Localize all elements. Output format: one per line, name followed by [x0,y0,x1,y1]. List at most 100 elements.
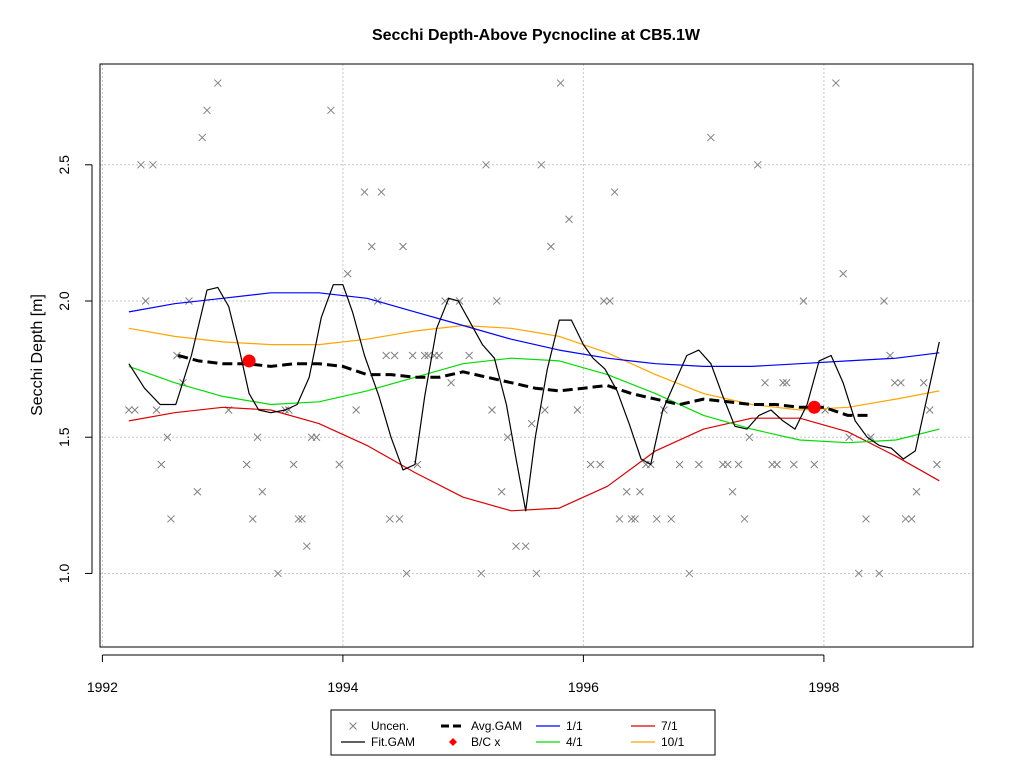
uncensored-point-stroke [312,433,321,442]
uncensored-point [141,297,150,305]
uncensored-point [890,378,899,387]
uncensored-point [925,406,934,414]
uncensored-point [503,433,512,442]
uncensored-point-stroke [821,406,829,414]
uncensored-point-stroke [667,515,676,523]
uncensored-point-stroke [203,106,211,115]
uncensored-point-stroke [512,542,520,551]
uncensored-point-stroke [707,133,715,142]
uncensored-point-stroke [390,351,399,360]
uncensored-point [441,297,449,305]
uncensored-point [761,378,769,387]
legend-item: Avg.GAM [441,719,522,733]
uncensored-point-stroke [435,351,443,360]
uncensored-point [745,433,754,442]
uncensored-point [408,351,417,360]
uncensored-point [875,569,884,578]
grid-lines [100,64,973,647]
uncensored-point [845,433,853,442]
uncensored-point-stroke [213,79,222,87]
uncensored-point-stroke [862,515,870,523]
uncensored-point [728,487,737,496]
uncensored-point-stroke [740,515,749,523]
uncensored-point-stroke [352,406,360,414]
uncensored-point-stroke [631,515,639,523]
uncensored-point [933,460,941,469]
uncensored-point-stroke [302,542,311,551]
uncensored-point-stroke [242,460,251,469]
uncensored-point [907,515,916,523]
uncensored-point [152,406,161,414]
uncensored-point [352,406,360,414]
uncensored-point-stroke [925,406,934,414]
uncensored-point [390,351,399,360]
uncensored-point-stroke [385,515,394,523]
uncensored-point [556,79,565,87]
uncensored-point-stroke [556,79,565,87]
uncensored-point-stroke [586,460,595,469]
legend-symbol-x-stroke [349,722,357,730]
uncensored-point-stroke [492,297,501,305]
series-line-10-1 [128,324,940,411]
series-line-avg-gam [177,354,872,417]
uncensored-point [862,515,870,523]
uncensored-point [157,460,166,469]
uncensored-point [302,542,311,551]
uncensored-point [789,460,798,469]
uncensored-point [298,515,306,523]
uncensored-point-stroke [157,460,166,469]
uncensored-point-stroke [248,515,257,523]
plot-frame [99,63,974,648]
legend-label: 4/1 [566,735,583,749]
uncensored-point [335,460,344,469]
uncensored-point-stroke [141,297,150,305]
uncensored-point [901,515,910,523]
bc-point [242,354,256,368]
legend-item: Uncen. [349,719,409,733]
y-tick-label: 1.0 [56,564,72,584]
uncensored-point-stroke [605,297,614,305]
uncensored-point-stroke [360,188,369,196]
legend-label: B/C x [471,735,500,749]
uncensored-point-stroke [782,378,791,387]
uncensored-point-stroke [399,242,407,251]
uncensored-point-stroke [901,515,910,523]
uncensored-point [173,351,181,360]
uncensored-point [465,351,474,360]
uncensored-point-stroke [734,460,743,469]
uncensored-point-stroke [424,351,433,360]
uncensored-point [694,460,703,469]
uncensored-point [753,160,762,169]
y-tick-label: 1.5 [56,427,72,447]
series-line-1-1 [128,292,940,367]
legend-item: 10/1 [631,735,685,749]
uncensored-point-stroke [420,351,429,360]
uncensored-point-stroke [627,515,636,523]
uncensored-point [367,242,376,251]
uncensored-point [919,378,928,387]
uncensored-point-stroke [933,460,941,469]
legend-item: Fit.GAM [341,735,415,749]
chart-title: Secchi Depth-Above Pycnocline at CB5.1W [372,27,701,44]
uncensored-point [880,297,888,305]
x-tick-label: 1998 [808,679,839,695]
uncensored-point [131,406,139,414]
uncensored-point-stroke [660,406,668,414]
uncensored-point-stroke [547,242,555,251]
y-axis-label: Secchi Depth [m] [29,294,46,416]
uncensored-point-stroke [565,215,573,224]
uncensored-point-stroke [541,406,549,414]
uncensored-point [723,460,732,469]
uncensored-point-stroke [125,406,133,414]
uncensored-point [343,269,352,278]
x-tick-label: 1996 [568,679,599,695]
series-line-7-1 [128,406,940,512]
uncensored-point [740,515,749,523]
legend-item: 4/1 [536,735,583,749]
bc-point [807,400,821,414]
uncensored-point-stroke [652,515,661,523]
uncensored-point-stroke [573,406,582,414]
uncensored-point [163,433,172,442]
uncensored-point-stroke [298,515,306,523]
uncensored-point-stroke [532,569,541,578]
